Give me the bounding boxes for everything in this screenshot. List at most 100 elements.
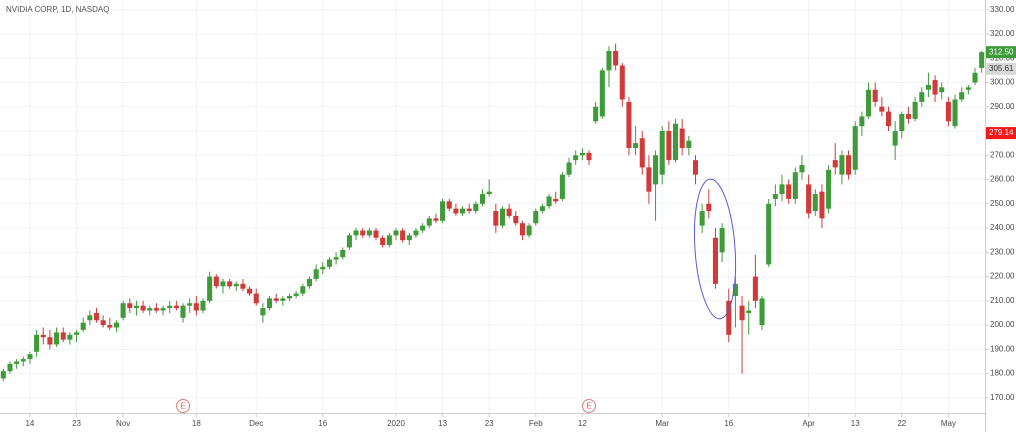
candle-body xyxy=(979,52,985,68)
candle-body xyxy=(566,162,572,175)
candle-body xyxy=(819,191,825,219)
candle-body xyxy=(420,225,426,231)
candle-body xyxy=(872,89,878,102)
candle-body xyxy=(466,208,472,212)
candle-body xyxy=(646,167,652,192)
candle-body xyxy=(187,303,193,306)
candle-body xyxy=(120,303,126,318)
candle-body xyxy=(54,332,60,345)
candle-body xyxy=(699,211,705,226)
candle-body xyxy=(653,155,659,185)
candle-body xyxy=(373,230,379,238)
candle-body xyxy=(799,164,805,173)
candle-body xyxy=(273,298,279,301)
candle-body xyxy=(526,225,532,236)
candle-body xyxy=(553,198,559,202)
candle-body xyxy=(599,70,605,117)
candle-body xyxy=(832,160,838,168)
candle-body xyxy=(533,211,539,224)
candle-body xyxy=(952,99,958,127)
candle-body xyxy=(127,303,133,309)
candle-body xyxy=(74,332,80,335)
candle-body xyxy=(293,293,299,296)
candle-body xyxy=(386,235,392,246)
candle-body xyxy=(133,305,139,309)
candle-body xyxy=(726,300,732,335)
candle-body xyxy=(306,278,313,287)
y-tick-label: 260.00 xyxy=(990,175,1015,184)
y-tick-label: 200.00 xyxy=(990,320,1015,329)
candle-body xyxy=(153,308,159,311)
candle-body xyxy=(573,155,579,161)
candle-body xyxy=(140,305,146,311)
y-tick-label: 250.00 xyxy=(990,199,1015,208)
x-tick-label: 18 xyxy=(192,419,201,428)
candle-body xyxy=(593,106,599,122)
candle-body xyxy=(380,237,386,246)
candle-body xyxy=(752,276,758,301)
candle-body xyxy=(786,184,792,199)
candle-body xyxy=(879,106,885,112)
x-tick-label: 13 xyxy=(851,419,860,428)
y-tick-label: 230.00 xyxy=(990,247,1015,256)
candle-body xyxy=(93,312,100,321)
candle-body xyxy=(173,305,179,309)
y-tick-label: 270.00 xyxy=(990,150,1015,159)
candle-body xyxy=(519,223,525,236)
candle-body xyxy=(892,131,898,146)
earnings-marker xyxy=(582,399,597,413)
x-tick-label: 13 xyxy=(438,419,447,428)
candle-body xyxy=(426,218,432,226)
x-tick-label: 23 xyxy=(72,419,81,428)
y-tick-label: 330.00 xyxy=(990,5,1015,14)
x-tick-label: 23 xyxy=(485,419,494,428)
price-label-box xyxy=(986,127,1016,140)
x-tick-label: May xyxy=(941,419,956,428)
candle-body xyxy=(586,152,592,161)
y-tick-label: 190.00 xyxy=(990,344,1015,353)
candle-body xyxy=(180,305,186,318)
candle-body xyxy=(866,89,872,117)
candle-body xyxy=(899,114,905,132)
candle-body xyxy=(606,50,612,71)
candle-body xyxy=(905,114,911,119)
candle-body xyxy=(453,208,459,214)
y-tick-label: 220.00 xyxy=(990,272,1015,281)
x-tick-label: 2020 xyxy=(387,419,405,428)
candle-body xyxy=(80,322,86,330)
candle-body xyxy=(945,101,951,122)
candle-body xyxy=(460,208,466,214)
candle-body xyxy=(87,315,93,321)
candle-body xyxy=(313,269,319,279)
candle-body xyxy=(113,322,119,328)
candle-body xyxy=(67,334,73,340)
candle-body xyxy=(27,354,33,360)
earnings-marker-label: E xyxy=(180,402,185,411)
candle-body xyxy=(965,87,971,90)
candle-body xyxy=(34,334,40,352)
candle-body xyxy=(792,172,798,199)
y-tick-label: 300.00 xyxy=(990,78,1015,87)
candle-body xyxy=(826,169,832,209)
price-label: 305.61 xyxy=(989,64,1014,73)
candle-body xyxy=(925,84,931,90)
candle-body xyxy=(326,259,332,267)
candle-body xyxy=(100,320,106,326)
candle-body xyxy=(932,80,938,95)
candle-body xyxy=(613,50,619,66)
candles xyxy=(0,43,985,381)
candle-body xyxy=(227,281,233,287)
candle-body xyxy=(346,235,352,248)
candle-body xyxy=(446,201,452,209)
candle-body xyxy=(286,295,293,299)
candle-body xyxy=(7,363,13,372)
annotation-ellipse xyxy=(693,178,737,320)
candle-body xyxy=(220,281,226,287)
candle-body xyxy=(333,257,339,260)
y-tick-label: 320.00 xyxy=(990,29,1015,38)
candle-body xyxy=(719,228,725,253)
candle-body xyxy=(692,160,699,175)
candle-body xyxy=(393,230,399,236)
candle-body xyxy=(806,184,812,214)
